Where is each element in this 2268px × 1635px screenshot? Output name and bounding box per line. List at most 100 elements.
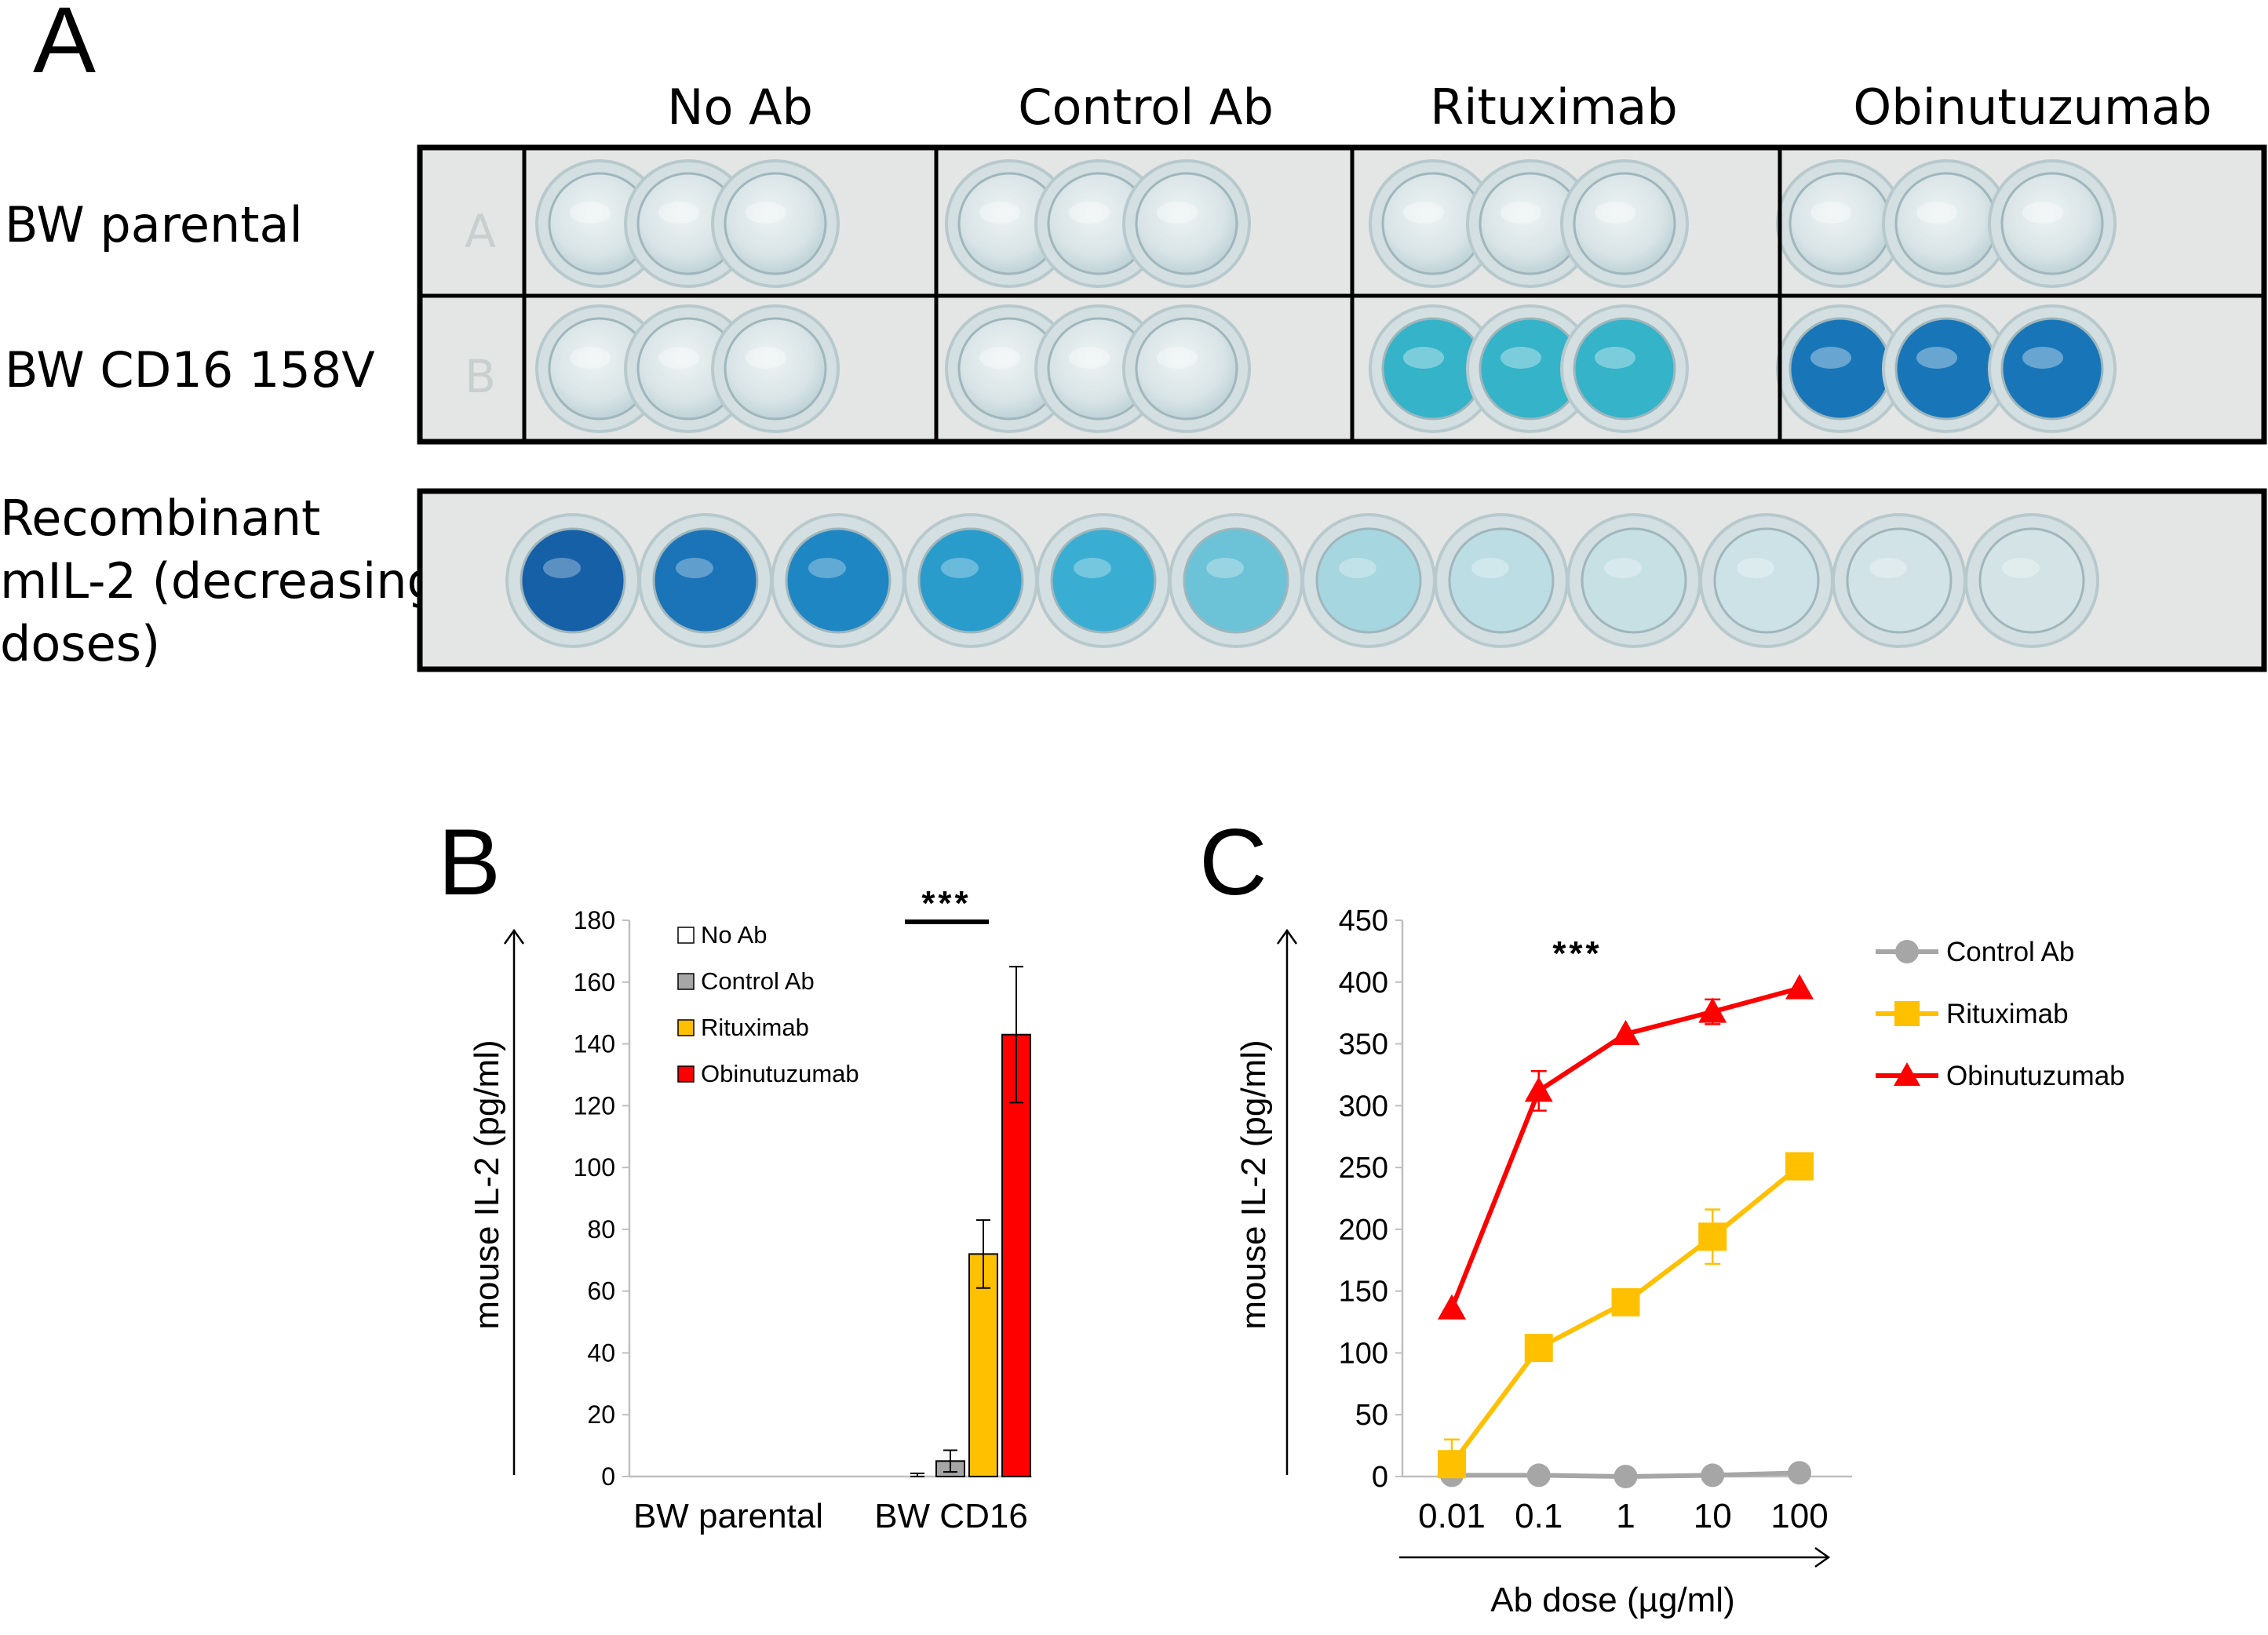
y-tick-label: 0 bbox=[1372, 1461, 1388, 1494]
y-tick-label: 120 bbox=[574, 1091, 615, 1120]
y-tick-label: 0 bbox=[601, 1462, 615, 1491]
arrow-head bbox=[1276, 928, 1298, 945]
data-point bbox=[1438, 1294, 1466, 1320]
y-tick-label: 180 bbox=[574, 906, 615, 934]
y-tick-label: 400 bbox=[1339, 967, 1388, 1000]
recombinant-well bbox=[1183, 527, 1289, 634]
well-highlight bbox=[979, 347, 1020, 369]
x-tick-label: 0.01 bbox=[1418, 1497, 1486, 1535]
well-highlight bbox=[1403, 202, 1444, 224]
data-point bbox=[1785, 1152, 1814, 1181]
well-highlight bbox=[1869, 558, 1907, 578]
y-tick-label: 300 bbox=[1339, 1090, 1388, 1123]
legend-label: Control Ab bbox=[701, 967, 815, 995]
well bbox=[2000, 317, 2104, 421]
chart-c: 0 50 100 150 200 250 300 350 400 450 0.01 0.1 1 10 100… bbox=[1339, 905, 2125, 1535]
panel-a: A No Ab Control Ab Rituximab Obinutuzuma… bbox=[0, 0, 2267, 672]
y-tick-label: 150 bbox=[1339, 1276, 1388, 1309]
well-highlight bbox=[1595, 202, 1635, 224]
y-tick-label: 140 bbox=[574, 1030, 615, 1058]
data-point bbox=[1526, 1463, 1551, 1488]
y-tick-label: 200 bbox=[1339, 1214, 1388, 1247]
col-label-control-ab: Control Ab bbox=[1018, 78, 1274, 136]
panel-c: C mouse IL-2 (pg/ml) Ab dose (µg/ml) 0 50… bbox=[1199, 810, 2125, 1619]
well-highlight bbox=[658, 202, 699, 224]
panel-a-letter: A bbox=[33, 0, 96, 93]
data-point bbox=[1785, 974, 1814, 1000]
well-highlight bbox=[746, 347, 786, 369]
chart-c-xlabel: Ab dose (µg/ml) bbox=[1490, 1581, 1734, 1619]
well-highlight bbox=[1604, 558, 1642, 578]
x-tick-label: 1 bbox=[1616, 1497, 1635, 1535]
legend-label: Control Ab bbox=[1946, 937, 2074, 967]
recombinant-label-line1: Recombinant bbox=[0, 490, 320, 547]
y-tick-label: 20 bbox=[587, 1400, 615, 1429]
recombinant-well bbox=[1581, 527, 1687, 634]
well bbox=[1894, 172, 1998, 275]
x-tick-label: 0.1 bbox=[1515, 1497, 1562, 1535]
legend-marker bbox=[1894, 1001, 1920, 1026]
bar bbox=[1001, 1033, 1031, 1477]
arrow-head bbox=[503, 928, 525, 945]
panel-b-letter: B bbox=[438, 810, 501, 915]
data-point bbox=[1613, 1465, 1638, 1488]
recombinant-well bbox=[652, 527, 759, 634]
y-tick-label: 80 bbox=[587, 1215, 615, 1244]
recombinant-well bbox=[1713, 527, 1820, 634]
data-point bbox=[1698, 997, 1727, 1023]
significance-label: *** bbox=[1552, 934, 1602, 973]
x-tick-label: 100 bbox=[1770, 1497, 1828, 1535]
well-highlight bbox=[1471, 558, 1509, 578]
y-tick-label: 160 bbox=[574, 968, 615, 996]
col-label-no-ab: No Ab bbox=[667, 78, 813, 136]
legend-label: Rituximab bbox=[701, 1014, 809, 1041]
well bbox=[1789, 317, 1892, 421]
legend-swatch bbox=[677, 927, 695, 944]
well-highlight bbox=[1157, 347, 1198, 369]
well bbox=[1135, 317, 1238, 421]
row-label-bw-parental: BW parental bbox=[5, 196, 303, 253]
legend-label: Obinutuzumab bbox=[1946, 1061, 2125, 1091]
well-highlight bbox=[1500, 347, 1541, 369]
well-highlight bbox=[808, 558, 846, 578]
y-tick-label: 40 bbox=[587, 1338, 615, 1367]
well-highlight bbox=[570, 202, 611, 224]
strip-frame bbox=[417, 488, 2267, 672]
data-point bbox=[1611, 1287, 1640, 1316]
well-highlight bbox=[2022, 202, 2063, 224]
legend-label: Rituximab bbox=[1946, 999, 2069, 1029]
x-category-label: BW CD16 bbox=[874, 1497, 1028, 1535]
legend-swatch bbox=[677, 1019, 695, 1036]
well-highlight bbox=[1916, 347, 1957, 369]
data-point bbox=[1611, 1019, 1640, 1045]
y-tick-label: 60 bbox=[587, 1277, 615, 1305]
well-highlight bbox=[658, 347, 699, 369]
legend-marker bbox=[1895, 940, 1919, 963]
recombinant-well bbox=[1978, 527, 2085, 634]
well-highlight bbox=[746, 202, 786, 224]
col-label-rituximab: Rituximab bbox=[1430, 78, 1678, 136]
well-highlight bbox=[570, 347, 611, 369]
well-highlight bbox=[979, 202, 1020, 224]
well-highlight bbox=[2022, 347, 2063, 369]
data-point bbox=[1788, 1461, 1811, 1485]
recombinant-well bbox=[785, 527, 892, 634]
x-category-label: BW parental bbox=[633, 1497, 823, 1535]
well-highlight bbox=[1069, 202, 1110, 224]
x-tick-label: 10 bbox=[1694, 1497, 1732, 1535]
data-point bbox=[1698, 1222, 1727, 1251]
legend-label: No Ab bbox=[701, 921, 767, 949]
well-highlight bbox=[2002, 558, 2040, 578]
recombinant-label-line3: doses) bbox=[0, 615, 160, 672]
top-plate-wells bbox=[535, 159, 2117, 433]
row-label-bw-cd16: BW CD16 158V bbox=[5, 341, 375, 399]
well-highlight bbox=[1810, 202, 1851, 224]
legend-swatch bbox=[677, 973, 695, 990]
well bbox=[1894, 317, 1998, 421]
panel-b: B mouse IL-2 (pg/ml) 0 20 40 60 80 100 120 140 1… bbox=[438, 810, 1032, 1535]
well-highlight bbox=[1500, 202, 1541, 224]
y-tick-label: 100 bbox=[1339, 1337, 1388, 1370]
recombinant-label-line2: mIL-2 (decreasing bbox=[0, 552, 438, 610]
well-highlight bbox=[1403, 347, 1444, 369]
